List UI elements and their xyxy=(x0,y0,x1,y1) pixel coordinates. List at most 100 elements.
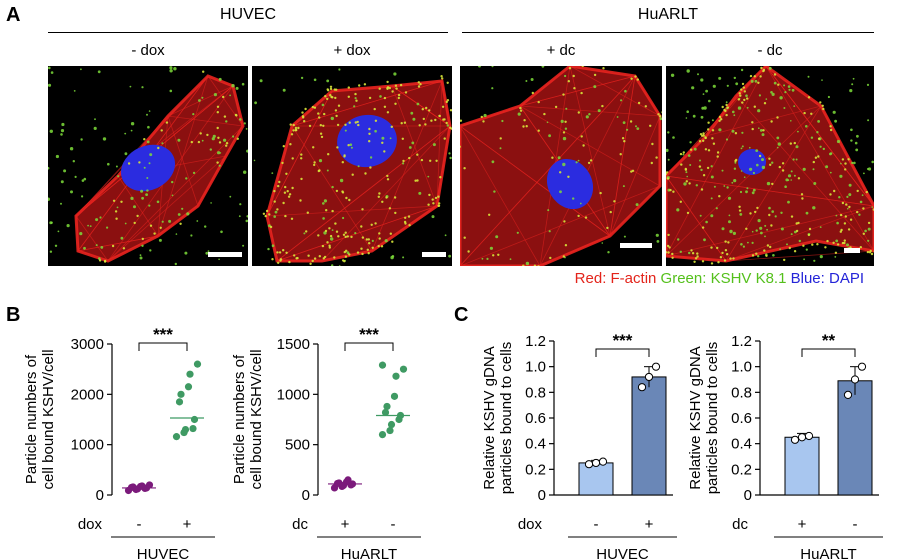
bound-virus-particle xyxy=(840,228,843,232)
virus-particle xyxy=(859,200,863,204)
legend-kshv-k81: Green: KSHV K8.1 xyxy=(660,270,787,287)
virus-particle xyxy=(836,139,841,144)
bound-virus-particle xyxy=(606,226,609,230)
virus-particle xyxy=(120,236,124,240)
bound-virus-particle xyxy=(460,119,463,122)
virus-particle xyxy=(323,199,327,203)
bound-virus-particle xyxy=(141,237,144,241)
bound-virus-particle xyxy=(165,121,169,124)
virus-particle xyxy=(338,68,341,71)
bound-virus-particle xyxy=(735,158,738,162)
bound-virus-particle xyxy=(265,209,269,213)
bound-virus-particle xyxy=(354,92,357,96)
virus-particle xyxy=(713,185,716,188)
virus-particle xyxy=(732,110,735,114)
actin-fiber xyxy=(820,105,874,207)
bound-virus-particle xyxy=(326,241,329,244)
y-tick-label: 0 xyxy=(96,487,104,504)
actin-fiber xyxy=(276,205,438,262)
bound-virus-particle xyxy=(679,200,682,203)
bound-virus-particle xyxy=(336,123,340,127)
bound-virus-particle xyxy=(630,77,633,80)
virus-particle xyxy=(139,256,143,260)
data-point xyxy=(381,408,390,417)
bound-virus-particle xyxy=(431,198,434,201)
bound-virus-particle xyxy=(564,244,568,247)
bound-virus-particle xyxy=(847,158,850,161)
virus-particle xyxy=(792,158,795,161)
bound-virus-particle xyxy=(460,145,461,148)
bound-virus-particle xyxy=(344,235,347,239)
virus-particle xyxy=(779,96,783,100)
chart-b-huvec: Particle numbers ofcell bound KSHV/cell 0… xyxy=(0,320,230,560)
bound-virus-particle xyxy=(856,210,859,214)
actin-fiber xyxy=(666,175,727,262)
bound-virus-particle xyxy=(395,87,398,90)
bound-virus-particle xyxy=(276,208,279,211)
cell-type-label: HUVEC xyxy=(137,546,190,560)
bound-virus-particle xyxy=(127,162,131,165)
virus-particle xyxy=(149,153,153,157)
virus-particle xyxy=(501,119,504,123)
bound-virus-particle xyxy=(446,81,449,84)
replicate-point xyxy=(790,435,800,444)
actin-fiber xyxy=(75,215,109,262)
virus-particle xyxy=(780,227,784,231)
virus-particle xyxy=(838,196,841,199)
bound-virus-particle xyxy=(666,177,670,180)
virus-particle xyxy=(721,169,724,172)
actin-fiber xyxy=(666,105,822,257)
bound-virus-particle xyxy=(386,178,390,181)
bound-virus-particle xyxy=(400,122,403,125)
factor-label: dox xyxy=(78,516,103,533)
virus-particle xyxy=(267,247,270,251)
bound-virus-particle xyxy=(407,215,411,218)
bound-virus-particle xyxy=(865,190,868,194)
actin-fiber xyxy=(539,235,611,266)
virus-particle xyxy=(788,88,791,91)
virus-particle xyxy=(146,113,148,116)
bound-virus-particle xyxy=(312,146,315,149)
virus-particle xyxy=(655,233,659,237)
virus-particle xyxy=(70,190,73,194)
virus-particle xyxy=(579,202,582,205)
virus-particle xyxy=(733,76,736,80)
bound-virus-particle xyxy=(554,105,558,109)
bound-virus-particle xyxy=(356,251,360,254)
virus-particle xyxy=(839,174,843,178)
bound-virus-particle xyxy=(445,100,448,104)
virus-particle xyxy=(783,107,786,109)
virus-particle xyxy=(83,177,87,181)
data-point xyxy=(335,479,343,487)
virus-particle xyxy=(670,73,675,77)
virus-particle xyxy=(731,181,734,184)
bound-virus-particle xyxy=(347,95,350,98)
bound-virus-particle xyxy=(278,180,281,184)
virus-particle xyxy=(87,224,89,227)
bound-virus-particle xyxy=(383,105,387,108)
virus-particle xyxy=(771,161,774,164)
actin-fiber xyxy=(460,75,636,266)
y-tick-label: 1000 xyxy=(277,386,310,403)
bound-virus-particle xyxy=(690,249,693,252)
legend-f-actin: Red: F-actin xyxy=(574,270,657,287)
bound-virus-particle xyxy=(581,66,584,68)
bound-virus-particle xyxy=(337,104,341,107)
virus-particle xyxy=(715,207,718,210)
micrograph-huvec-plus-dox xyxy=(252,66,452,266)
cell-nucleus xyxy=(120,144,176,192)
bound-virus-particle xyxy=(870,252,874,256)
y-axis-label-line: particles bound to cells xyxy=(498,342,515,495)
bound-virus-particle xyxy=(335,230,339,233)
bound-virus-particle xyxy=(741,82,745,86)
virus-particle xyxy=(141,196,144,200)
replicate-point xyxy=(637,383,647,392)
virus-particle xyxy=(776,136,780,140)
virus-particle xyxy=(740,68,744,72)
bound-virus-particle xyxy=(337,235,340,238)
bound-virus-particle xyxy=(389,232,392,235)
bound-virus-particle xyxy=(112,199,116,202)
virus-particle xyxy=(271,244,275,247)
virus-particle xyxy=(819,226,822,229)
bound-virus-particle xyxy=(760,66,763,70)
